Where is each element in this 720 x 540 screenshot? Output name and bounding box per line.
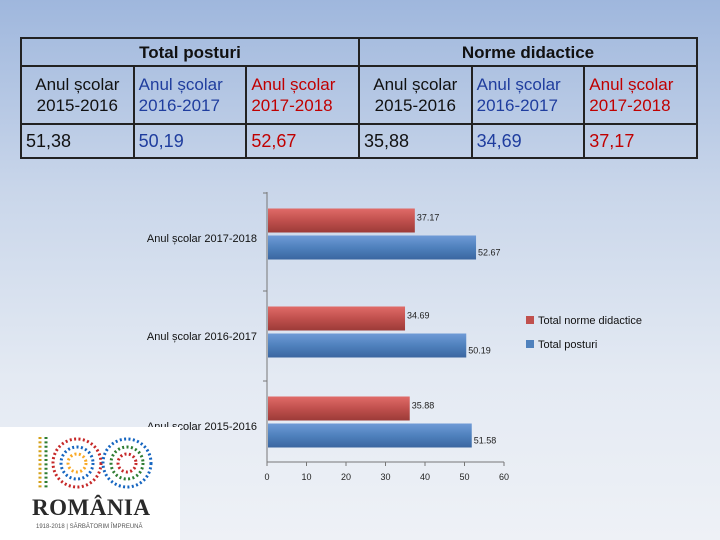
- bar-norme: [268, 306, 406, 331]
- value-tp-2016: 50,19: [132, 123, 248, 159]
- header-total-posturi: Total posturi: [20, 37, 360, 67]
- year-header-tp-2017: Anul școlar 2017-2018: [245, 65, 360, 125]
- legend-label: Total norme didactice: [538, 315, 642, 327]
- data-label: 37.17: [417, 213, 440, 223]
- data-label: 34.69: [407, 311, 430, 321]
- year-header-nd-2016: Anul școlar 2016-2017: [470, 65, 586, 125]
- x-tick-label: 10: [301, 472, 311, 482]
- romania-centenary-logo: ROMÂNIA 1918-2018 | SĂRBĂTORIM ÎMPREUNĂ: [0, 427, 180, 540]
- legend-label: Total posturi: [538, 339, 597, 351]
- bar-norme: [268, 396, 410, 421]
- value-nd-2017: 37,17: [583, 123, 698, 159]
- x-tick-label: 60: [499, 472, 509, 482]
- data-label: 50.19: [468, 346, 491, 356]
- year-header-tp-2015: Anul școlar 2015-2016: [20, 65, 135, 125]
- x-tick-label: 20: [341, 472, 351, 482]
- data-label: 35.88: [412, 401, 435, 411]
- value-nd-2016: 34,69: [470, 123, 586, 159]
- year-header-nd-2017: Anul școlar 2017-2018: [583, 65, 698, 125]
- x-tick-label: 40: [420, 472, 430, 482]
- bar-posturi: [268, 333, 467, 358]
- x-tick-label: 50: [459, 472, 469, 482]
- x-tick-label: 0: [264, 472, 269, 482]
- header-norme-didactice: Norme didactice: [357, 37, 699, 67]
- category-label: Anul școlar 2016-2017: [147, 331, 257, 343]
- x-tick-label: 30: [380, 472, 390, 482]
- data-label: 51.58: [474, 436, 497, 446]
- category-label: Anul școlar 2017-2018: [147, 233, 257, 245]
- bar-norme: [268, 208, 415, 233]
- logo-subtitle: 1918-2018 | SĂRBĂTORIM ÎMPREUNĂ: [36, 524, 143, 530]
- legend-swatch: [526, 316, 534, 324]
- data-label: 52.67: [478, 248, 501, 258]
- year-header-tp-2016: Anul școlar 2016-2017: [132, 65, 248, 125]
- bar-posturi: [268, 235, 477, 260]
- centenary-numeral-icon: [38, 437, 153, 489]
- bar-posturi: [268, 423, 472, 448]
- value-tp-2015: 51,38: [20, 123, 135, 159]
- logo-title: ROMÂNIA: [32, 495, 151, 520]
- value-nd-2015: 35,88: [357, 123, 473, 159]
- year-header-nd-2015: Anul școlar 2015-2016: [357, 65, 473, 125]
- value-tp-2017: 52,67: [245, 123, 360, 159]
- data-table: Total posturi Norme didactice Anul școla…: [20, 37, 699, 159]
- legend-swatch: [526, 340, 534, 348]
